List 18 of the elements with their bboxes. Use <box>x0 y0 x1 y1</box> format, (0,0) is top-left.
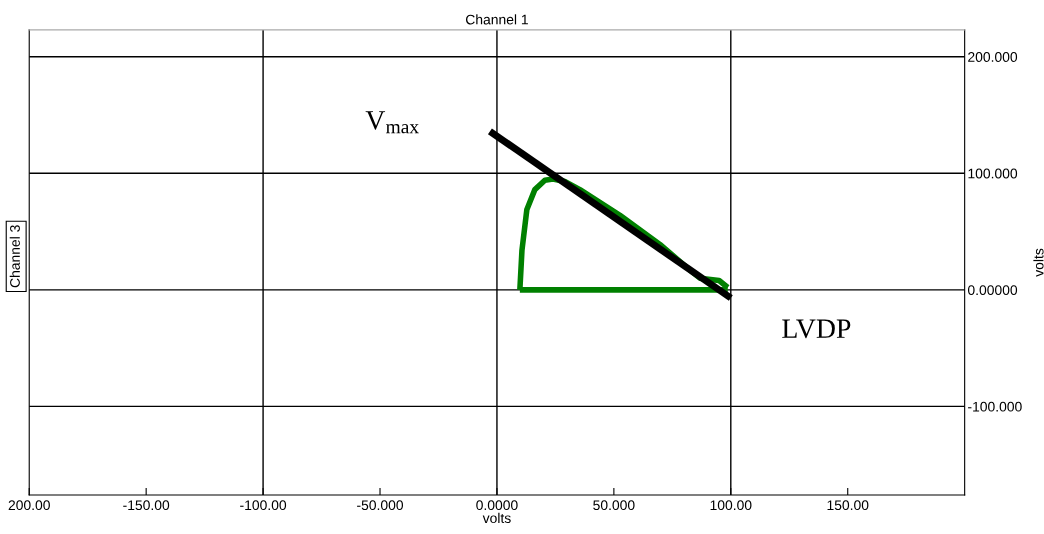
x-tick-label: 0.0000 <box>476 500 518 511</box>
y-tick-label: 0.00000 <box>967 285 1018 296</box>
y-tick-label: 100.000 <box>968 168 1018 179</box>
annotation: V$_{max}$ <box>365 111 419 134</box>
chart-title: Channel 1 <box>465 14 528 25</box>
x-tick-label: -50.000 <box>357 500 404 511</box>
y-axis-title: volts <box>1033 248 1044 277</box>
x-tick-label: 150.00 <box>827 500 869 511</box>
x-axis-title: volts <box>482 512 511 524</box>
y-tick-label: -100.000 <box>968 401 1022 412</box>
x-tick-label: 100.00 <box>710 500 752 511</box>
x-tick-label: -100.00 <box>240 500 287 511</box>
x-tick-label: 200.00 <box>8 500 50 511</box>
text: Channel 3 <box>9 225 20 288</box>
annotation: LVDP <box>782 319 851 339</box>
x-tick-label: 50.000 <box>593 500 635 511</box>
y-tick-label: 200.000 <box>968 52 1018 62</box>
x-tick-label: -150.00 <box>123 500 170 511</box>
